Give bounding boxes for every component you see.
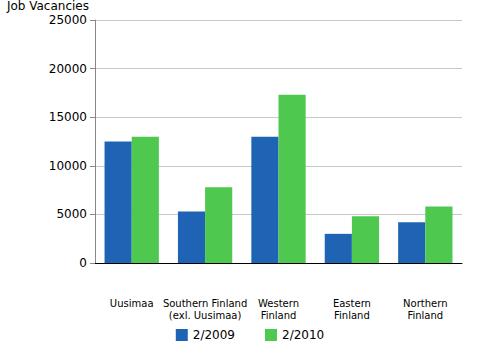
svg-text:Southern Finland: Southern Finland [163,298,247,309]
svg-text:2/2010: 2/2010 [282,328,324,342]
svg-text:5000: 5000 [56,207,87,221]
svg-text:(exl. Uusimaa): (exl. Uusimaa) [169,310,242,321]
svg-text:Job Vacancies: Job Vacancies [6,0,89,13]
svg-text:20000: 20000 [49,62,87,76]
svg-text:Finland: Finland [407,310,443,321]
svg-text:Finland: Finland [334,310,370,321]
svg-text:15000: 15000 [49,110,87,124]
svg-text:Eastern: Eastern [333,298,371,309]
svg-text:Northern: Northern [403,298,447,309]
svg-text:0: 0 [79,256,87,270]
svg-text:25000: 25000 [49,13,87,27]
svg-text:10000: 10000 [49,159,87,173]
svg-text:Finland: Finland [261,310,297,321]
svg-text:2/2009: 2/2009 [193,328,235,342]
svg-text:Western: Western [258,298,299,309]
svg-text:Uusimaa: Uusimaa [110,298,154,309]
